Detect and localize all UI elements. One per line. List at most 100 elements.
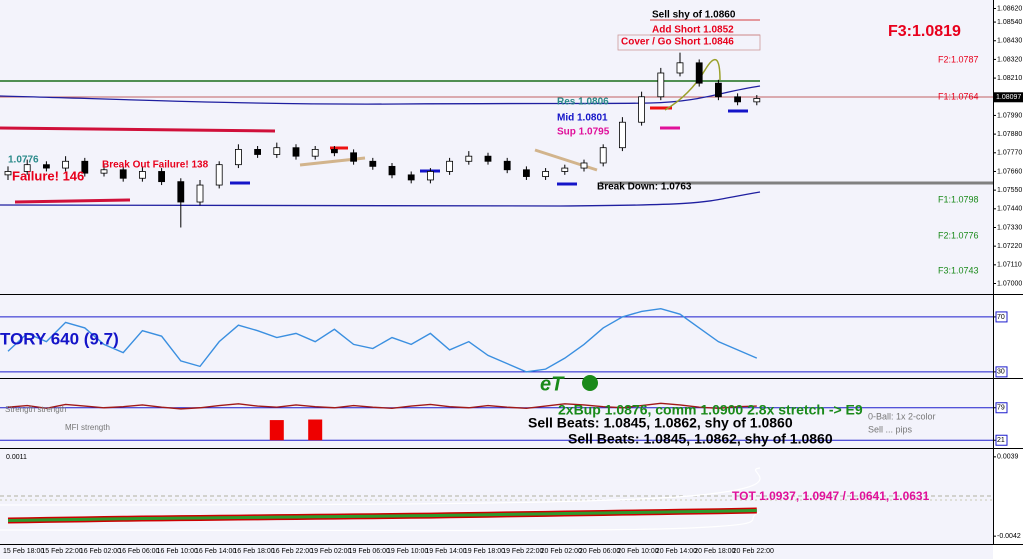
candle-body <box>311 148 319 157</box>
x-tick-label: 16 Feb 14:00 <box>195 548 236 555</box>
y-tick-label: 1.07330 <box>997 224 1022 231</box>
annotation: Cover / Go Short 1.0846 <box>621 37 734 48</box>
annotation: Break Out Failure! 138 <box>102 160 209 171</box>
annotation: Sell Beats: 1.0845, 1.0862, shy of 1.086… <box>568 431 833 447</box>
x-tick-label: 20 Feb 18:00 <box>694 548 735 555</box>
x-tick-label: 16 Feb 22:00 <box>272 548 313 555</box>
annotation: 1.0776 <box>8 155 39 166</box>
candle-body <box>407 174 415 181</box>
last-price-box <box>993 92 1023 103</box>
annotation: F1:1.0764 <box>938 91 979 101</box>
x-tick-label: 20 Feb 10:00 <box>617 548 658 555</box>
annotation: Sup 1.0795 <box>557 127 610 138</box>
candle-body <box>43 164 50 169</box>
candle-body <box>388 165 396 176</box>
candle-body <box>523 169 530 177</box>
annotation: Add Short 1.0852 <box>652 25 734 36</box>
x-tick-label: 16 Feb 06:00 <box>118 548 159 555</box>
annotation: F3:1.0819 <box>888 23 961 40</box>
x-tick-label: 19 Feb 10:00 <box>387 548 428 555</box>
y-tick-label: 1.08320 <box>997 56 1022 63</box>
candle-body <box>292 147 300 157</box>
candle-body <box>599 147 607 164</box>
candle-body <box>638 96 645 123</box>
x-tick-label: 15 Feb 18:00 <box>3 548 44 555</box>
candle-body <box>62 160 69 169</box>
candle-body <box>234 148 242 166</box>
candle-body <box>753 98 761 103</box>
annotation: MFI strength <box>65 423 110 432</box>
annotation: Sell shy of 1.0860 <box>652 10 736 21</box>
candle-body <box>426 171 434 181</box>
x-tick-label: 20 Feb 02:00 <box>541 548 582 555</box>
candle-body <box>561 167 569 172</box>
y-tick-label: 1.07770 <box>997 150 1022 157</box>
annotation: F3:1.0743 <box>938 265 979 275</box>
candle-body <box>138 171 146 179</box>
annotation: Break Down: 1.0763 <box>597 182 692 193</box>
bottom-envelope <box>0 467 993 532</box>
logo-text: eT <box>540 373 565 395</box>
y-tick-label: 1.07990 <box>997 112 1022 119</box>
candle-body <box>119 169 127 179</box>
oscillator-line <box>7 509 757 522</box>
candle-body <box>734 96 741 103</box>
candle-body <box>484 155 492 162</box>
candle-body <box>542 171 549 177</box>
annotation: Res 1.0806 <box>557 97 609 108</box>
moving-average <box>0 85 761 105</box>
annotation: TOT 1.0937, 1.0947 / 1.0641, 1.0631 <box>732 489 930 503</box>
y-tick-label: 1.07880 <box>997 131 1022 138</box>
x-tick-label: 19 Feb 02:00 <box>310 548 351 555</box>
candle-body <box>465 155 473 162</box>
annotation: 0.0011 <box>6 454 27 461</box>
candle-body <box>177 181 185 203</box>
y-tick-label: 0.0039 <box>997 454 1019 461</box>
candle-body <box>158 171 166 183</box>
annotation: 2xBup 1.0876, comm 1.0900 2.8x stretch -… <box>558 402 863 418</box>
y-tick-label: 1.07110 <box>997 262 1022 269</box>
annotation: TORY 640 (9.7) <box>0 329 119 348</box>
tick-box <box>995 402 1008 414</box>
tick-box <box>995 366 1008 378</box>
y-tick-label: 21 <box>997 437 1005 444</box>
annotation: F1:1.0798 <box>938 194 979 204</box>
candle-body <box>4 171 12 176</box>
x-tick-label: 19 Feb 14:00 <box>425 548 466 555</box>
tick-box <box>995 434 1008 446</box>
annotation: Failure! 146 <box>12 168 84 183</box>
candle-body <box>580 162 588 169</box>
annotation: Mid 1.0801 <box>557 113 608 124</box>
candle-body <box>215 164 223 186</box>
candle-body <box>657 72 665 98</box>
candle-body <box>695 62 703 84</box>
tick-box <box>995 311 1008 323</box>
candle-body <box>330 148 338 154</box>
logo: eT <box>540 373 598 395</box>
x-tick-label: 20 Feb 06:00 <box>579 548 620 555</box>
level-line <box>14 198 131 204</box>
candle-body <box>676 62 684 74</box>
envelope <box>0 467 761 506</box>
last-price-label: 1.08097 <box>996 94 1021 101</box>
y-tick-label: 1.07440 <box>997 206 1022 213</box>
projection <box>664 58 721 111</box>
candle-body <box>503 160 511 171</box>
annotation: 0-Ball: 1x 2-color <box>868 411 936 421</box>
y-tick-label: 1.07000 <box>997 280 1022 287</box>
target-box <box>617 34 761 51</box>
candle-body <box>715 82 722 98</box>
indicator-lines <box>0 19 993 208</box>
indicator-line <box>7 307 758 373</box>
y-tick-label: 30 <box>997 369 1005 376</box>
y-tick-label: 79 <box>997 405 1005 412</box>
y-tick-label: 1.08210 <box>997 75 1022 82</box>
annotation: Sell Beats: 1.0845, 1.0862, shy of 1.086… <box>528 415 793 431</box>
candle-body <box>273 147 281 155</box>
annotation: Strength strength <box>5 405 66 414</box>
candle-body <box>196 184 204 203</box>
panel-separators <box>0 0 1023 545</box>
x-tick-label: 20 Feb 22:00 <box>733 548 774 555</box>
x-tick-label: 16 Feb 18:00 <box>233 548 274 555</box>
